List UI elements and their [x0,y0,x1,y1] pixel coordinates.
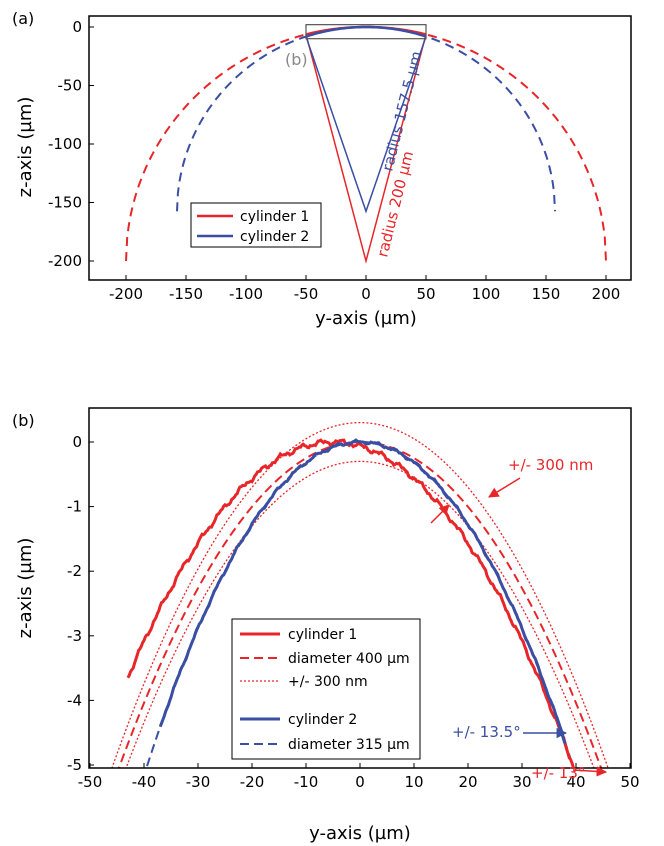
panel-a-xtick-label: 150 [532,285,561,303]
panel-b-xtick-label: 20 [458,773,477,791]
legend-a-label-cylinder-1: cylinder 1 [240,209,309,225]
panel-b-measured-cylinder-2 [158,438,567,745]
panel-b-legend: cylinder 1 diameter 400 µm +/- 300 nm cy… [231,618,421,760]
panel-a-ticks: -200 -150 -100 -50 0 50 100 150 200 0 -50 -100 -150 -… [48,18,620,303]
panel-a-y-axis-label: z-axis (µm) [15,97,36,198]
panel-b-xtick-label: 30 [512,773,531,791]
panel-b-xtick-label: -10 [294,773,319,791]
panel-a-arc-dashed-2 [176,26,556,212]
panel-b-y-axis-label: z-axis (µm) [15,538,36,639]
panel-a-arc-solid-2 [306,25,426,38]
panel-b-tolerance-lower [125,460,595,768]
panel-b-ytick-label: -2 [67,562,82,580]
panel-a-inset-label: (b) [285,50,308,69]
panel-a-xtick-label: 200 [592,285,621,303]
panel-a-ytick-label: -100 [48,135,82,153]
panel-b-xtick-label: -50 [78,773,103,791]
panel-a-xtick-label: 100 [472,285,501,303]
legend-b-label-diameter-400: diameter 400 µm [288,651,410,667]
legend-b-label-cylinder-1: cylinder 1 [288,627,357,643]
panel-a-legend: cylinder 1 cylinder 2 [190,202,322,248]
panel-b-ytick-label: -5 [67,756,82,774]
panel-a-ytick-label: -150 [48,194,82,212]
panel-a-curves [125,25,607,264]
panel-b-legend-box [231,618,421,760]
panel-a-xtick-label: -150 [169,285,203,303]
panel-a-legend-box [190,202,322,248]
panel-b-xtick-label: 40 [566,773,585,791]
panel-b-measured-cylinder-1 [126,438,576,768]
panel-b-fit-diameter-400 [117,440,603,768]
panel-b-ytick-label: -4 [67,691,82,709]
panel-a-ytick-label: 0 [72,18,82,36]
panel-b-xtick-label: 50 [620,773,639,791]
panel-a-xtick-label: 50 [416,285,435,303]
legend-b-label-300nm: +/- 300 nm [288,674,368,690]
panel-b-xtick-label: 10 [404,773,423,791]
annotation-13-5-deg: +/- 13.5° [452,723,521,741]
panel-b-xtick-label: -40 [132,773,157,791]
annotation-13-deg: +/- 13° [531,764,585,782]
panel-a-xtick-label: 0 [361,285,371,303]
panel-a-ytick-label: -50 [58,77,83,95]
panel-b-ytick-label: -3 [67,627,82,645]
panel-b-x-axis-label: y-axis (µm) [309,823,411,844]
arrow-300nm-outer [488,477,521,498]
arrow-13-deg [572,766,608,777]
panel-a-xtick-label: -50 [294,285,319,303]
legend-b-label-diameter-315: diameter 315 µm [288,737,410,753]
panel-a-radius-lines-2 [305,36,427,214]
panel-a-xtick-label: -100 [229,285,263,303]
panel-b-xtick-label: -20 [240,773,265,791]
panel-a-frame [88,15,632,281]
panel-a-x-axis-label: y-axis (µm) [315,308,417,329]
panel-b-frame [88,407,632,769]
annotation-300nm: +/- 300 nm [508,456,593,474]
panel-a-ytick-label: -200 [48,252,82,270]
panel-b: (b) -50 -40 -30 -20 -10 0 10 20 30 40 500-1-2-3-4-… [12,407,640,844]
legend-b-label-cylinder-2: cylinder 2 [288,712,357,728]
panel-a-radius-lines-1 [305,34,427,264]
panel-b-ytick-label: 0 [72,433,82,451]
panel-a: (a) -200 -150 -100 -50 0 50 100 150 2000-50-100-… [12,9,632,329]
panel-b-curves [111,421,609,768]
panel-b-tolerance-upper [111,421,609,768]
arrow-300nm-inner [430,504,450,524]
panel-b-ticks: -50 -40 -30 -20 -10 0 10 20 30 40 50 0 -1 -2 -3 -4 -5 [67,433,640,791]
panel-label-a: (a) [12,9,34,28]
panel-b-xtick-label: 0 [355,773,365,791]
panel-b-ytick-label: -1 [67,498,82,516]
panel-b-xtick-label: -30 [186,773,211,791]
panel-a-xtick-label: -200 [109,285,143,303]
panel-label-b: (b) [12,411,35,430]
legend-a-label-cylinder-2: cylinder 2 [240,229,309,245]
panel-a-inset-box [305,24,427,40]
panel-a-arc-dashed-1 [125,26,607,262]
